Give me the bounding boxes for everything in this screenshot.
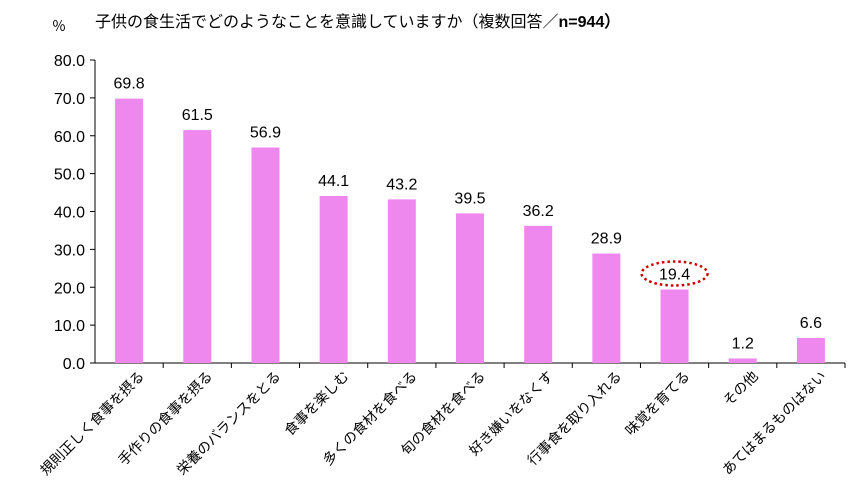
y-axis-unit: ％ (52, 19, 66, 35)
y-tick-label: 50.0 (54, 167, 85, 184)
data-label: 39.5 (454, 190, 485, 207)
data-label: 28.9 (591, 231, 622, 248)
category-label: 食事を楽しむ (281, 368, 352, 439)
data-label: 69.8 (114, 76, 145, 93)
data-label: 43.2 (386, 176, 417, 193)
chart-title-sample-size: n=944） (558, 14, 621, 31)
bar (319, 195, 348, 363)
data-label: 56.9 (250, 124, 281, 141)
y-tick-label: 0.0 (63, 356, 85, 373)
bar (728, 358, 757, 363)
chart-title-text: 子供の食生活でどのようなことを意識していますか（複数回答／ (95, 12, 559, 31)
category-label: 味覚を育てる (623, 369, 694, 440)
bar (251, 147, 280, 363)
bar (796, 338, 825, 363)
bar (387, 199, 416, 363)
y-tick-label: 60.0 (54, 129, 85, 146)
bar (115, 98, 144, 363)
y-tick-label: 70.0 (54, 91, 85, 108)
data-label: 61.5 (182, 107, 213, 124)
y-tick-label: 10.0 (54, 318, 85, 335)
y-tick-label: 40.0 (54, 205, 85, 222)
highlight-ring (640, 260, 709, 287)
data-label: 1.2 (732, 335, 754, 352)
bar (660, 289, 689, 363)
bar (592, 253, 621, 363)
bar (524, 225, 553, 363)
y-tick-label: 20.0 (54, 280, 85, 297)
y-tick-label: 30.0 (54, 242, 85, 259)
y-tick-label: 80.0 (54, 53, 85, 70)
bar (456, 213, 484, 363)
data-label: 36.2 (523, 203, 554, 220)
chart-title: 子供の食生活でどのようなことを意識していますか（複数回答／n=944） (95, 8, 620, 32)
data-label: 19.4 (659, 267, 690, 284)
category-label: その他 (721, 369, 762, 410)
data-label: 44.1 (318, 173, 349, 190)
data-label: 6.6 (800, 315, 822, 332)
bar (183, 130, 212, 363)
